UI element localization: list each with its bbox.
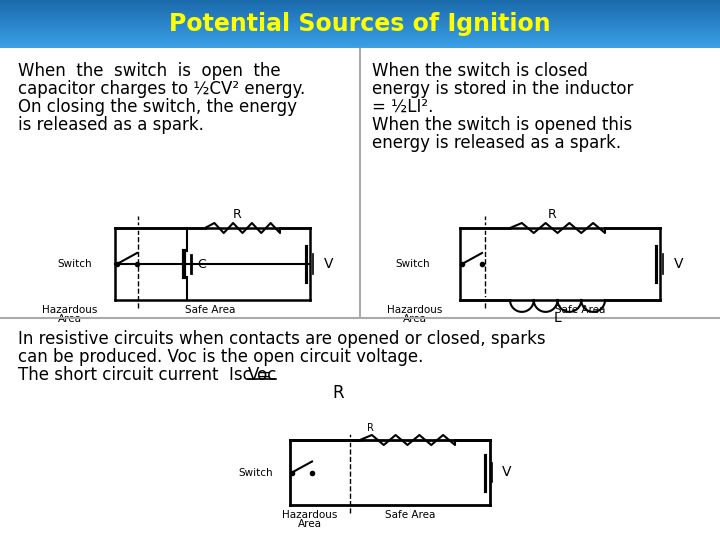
Bar xyxy=(0,9,720,10)
Text: is released as a spark.: is released as a spark. xyxy=(18,116,204,134)
Bar xyxy=(0,2,720,3)
Bar xyxy=(0,44,720,45)
Text: Area: Area xyxy=(403,314,427,324)
Bar xyxy=(0,39,720,40)
Text: R: R xyxy=(332,384,344,402)
Bar xyxy=(0,46,720,47)
Bar xyxy=(0,4,720,5)
Bar xyxy=(0,40,720,42)
Text: On closing the switch, the energy: On closing the switch, the energy xyxy=(18,98,297,116)
Text: Switch: Switch xyxy=(57,259,91,269)
Text: Potential Sources of Ignition: Potential Sources of Ignition xyxy=(169,12,551,36)
Bar xyxy=(0,18,720,19)
Bar xyxy=(0,13,720,15)
Text: Hazardous: Hazardous xyxy=(387,305,443,315)
Bar xyxy=(0,34,720,35)
Bar xyxy=(0,48,720,318)
Text: can be produced. Voc is the open circuit voltage.: can be produced. Voc is the open circuit… xyxy=(18,348,423,366)
Bar xyxy=(0,3,720,5)
Text: R: R xyxy=(366,423,374,433)
Bar xyxy=(0,21,720,22)
Bar xyxy=(0,28,720,30)
Text: When the switch is closed: When the switch is closed xyxy=(372,62,588,80)
Bar xyxy=(0,28,720,29)
Text: Hazardous: Hazardous xyxy=(42,305,98,315)
Bar xyxy=(0,11,720,12)
Text: Safe Area: Safe Area xyxy=(185,305,235,315)
Bar xyxy=(0,25,720,26)
Bar xyxy=(0,19,720,21)
Bar xyxy=(0,19,720,20)
Bar xyxy=(0,43,720,44)
Text: When the switch is opened this: When the switch is opened this xyxy=(372,116,632,134)
Bar xyxy=(0,16,720,17)
Text: Voc: Voc xyxy=(248,366,277,384)
Text: In resistive circuits when contacts are opened or closed, sparks: In resistive circuits when contacts are … xyxy=(18,330,546,348)
Text: energy is stored in the inductor: energy is stored in the inductor xyxy=(372,80,634,98)
Bar xyxy=(0,1,720,2)
Text: V: V xyxy=(674,257,683,271)
Bar xyxy=(0,26,720,27)
Text: = ½LI².: = ½LI². xyxy=(372,98,433,116)
Bar xyxy=(0,30,720,31)
Bar xyxy=(0,5,720,6)
Text: The short circuit current  Isc =: The short circuit current Isc = xyxy=(18,366,276,384)
Bar xyxy=(0,26,720,28)
Text: R: R xyxy=(233,208,242,221)
Bar xyxy=(0,10,720,11)
Bar xyxy=(0,11,720,13)
Bar xyxy=(0,0,720,1)
Text: Hazardous: Hazardous xyxy=(282,510,338,520)
Text: Area: Area xyxy=(298,519,322,529)
Text: Area: Area xyxy=(58,314,82,324)
Text: L: L xyxy=(554,311,562,325)
Text: When  the  switch  is  open  the: When the switch is open the xyxy=(18,62,281,80)
Bar xyxy=(0,41,720,43)
Bar xyxy=(0,6,720,8)
Bar xyxy=(0,36,720,37)
Bar xyxy=(0,39,720,41)
Bar xyxy=(0,38,720,39)
Text: Switch: Switch xyxy=(395,259,430,269)
Bar xyxy=(0,15,720,16)
Bar xyxy=(0,14,720,15)
Text: capacitor charges to ½CV² energy.: capacitor charges to ½CV² energy. xyxy=(18,80,305,98)
Bar xyxy=(0,3,720,4)
Bar xyxy=(0,24,720,25)
Text: V: V xyxy=(502,465,511,480)
Text: V: V xyxy=(324,257,333,271)
Bar xyxy=(0,21,720,22)
Bar xyxy=(0,16,720,18)
Text: energy is released as a spark.: energy is released as a spark. xyxy=(372,134,621,152)
Text: C: C xyxy=(197,258,206,271)
Text: Safe Area: Safe Area xyxy=(555,305,606,315)
Bar xyxy=(0,12,720,14)
Bar xyxy=(0,17,720,18)
Bar xyxy=(0,22,720,23)
Bar xyxy=(0,24,720,25)
Bar xyxy=(0,35,720,36)
Bar xyxy=(0,8,720,10)
Bar xyxy=(0,31,720,32)
Bar xyxy=(0,42,720,43)
Text: R: R xyxy=(548,208,557,221)
Bar xyxy=(0,46,720,48)
Bar xyxy=(0,8,720,9)
Bar xyxy=(0,37,720,38)
Bar xyxy=(0,318,720,540)
Bar xyxy=(0,45,720,46)
Text: Safe Area: Safe Area xyxy=(384,510,435,520)
Bar xyxy=(0,44,720,45)
Bar xyxy=(0,1,720,2)
Bar xyxy=(0,31,720,33)
Bar xyxy=(0,33,720,35)
Bar xyxy=(0,29,720,30)
Bar xyxy=(0,23,720,24)
Bar xyxy=(0,36,720,38)
Bar xyxy=(0,6,720,7)
Bar xyxy=(0,32,720,33)
Text: Switch: Switch xyxy=(238,468,273,477)
